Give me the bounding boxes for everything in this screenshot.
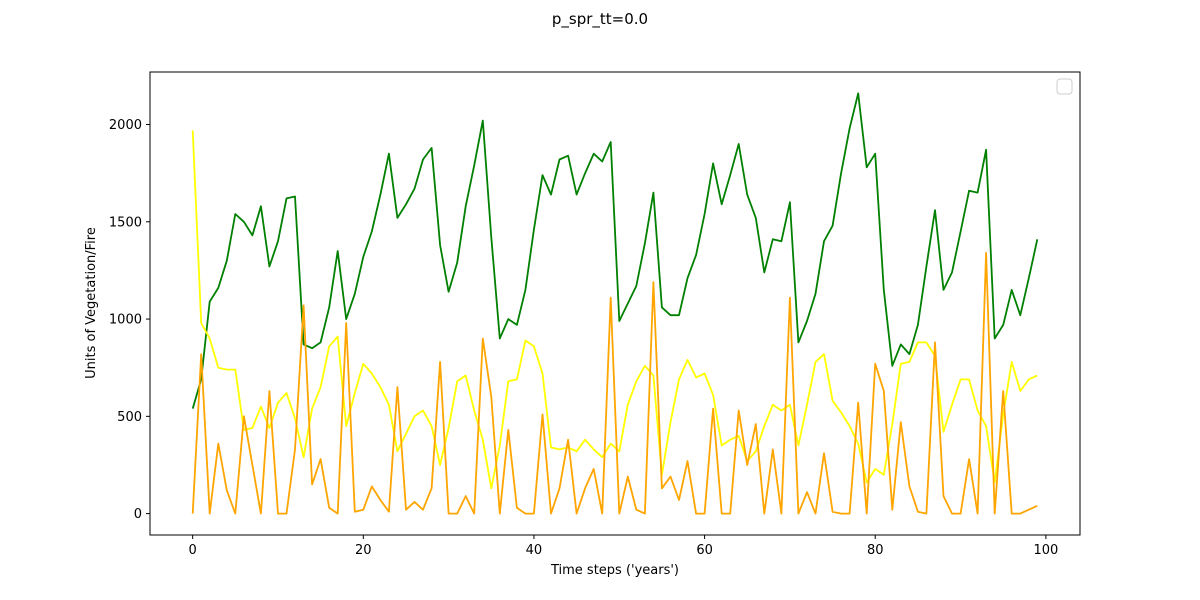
series-line-3 (191, 251, 1038, 515)
series-layer (191, 92, 1039, 515)
y-axis-label: Units of Vegetation/Fire (84, 227, 99, 379)
y-tick-label: 2000 (109, 118, 142, 133)
y-tick-label: 500 (117, 410, 142, 425)
y-axis: 0 500 1000 1500 2000 (109, 118, 150, 522)
x-tick-label: 0 (189, 543, 197, 558)
x-axis: 0 20 40 60 80 100 (189, 535, 1058, 558)
series-line-2 (191, 130, 1038, 490)
y-tick-label: 1000 (109, 313, 142, 328)
x-tick-label: 40 (526, 543, 543, 558)
x-tick-label: 60 (696, 543, 713, 558)
x-tick-label: 80 (867, 543, 884, 558)
x-tick-label: 100 (1033, 543, 1058, 558)
axes-frame (149, 71, 1081, 536)
y-tick-label: 1500 (109, 215, 142, 230)
y-tick-label: 0 (134, 507, 142, 522)
chart-title: p_spr_tt=0.0 (552, 10, 648, 29)
series-line-1 (191, 92, 1039, 409)
plot-area (149, 71, 1081, 536)
x-axis-label: Time steps ('years') (550, 563, 679, 578)
x-tick-label: 20 (355, 543, 372, 558)
legend-box (1056, 78, 1073, 95)
